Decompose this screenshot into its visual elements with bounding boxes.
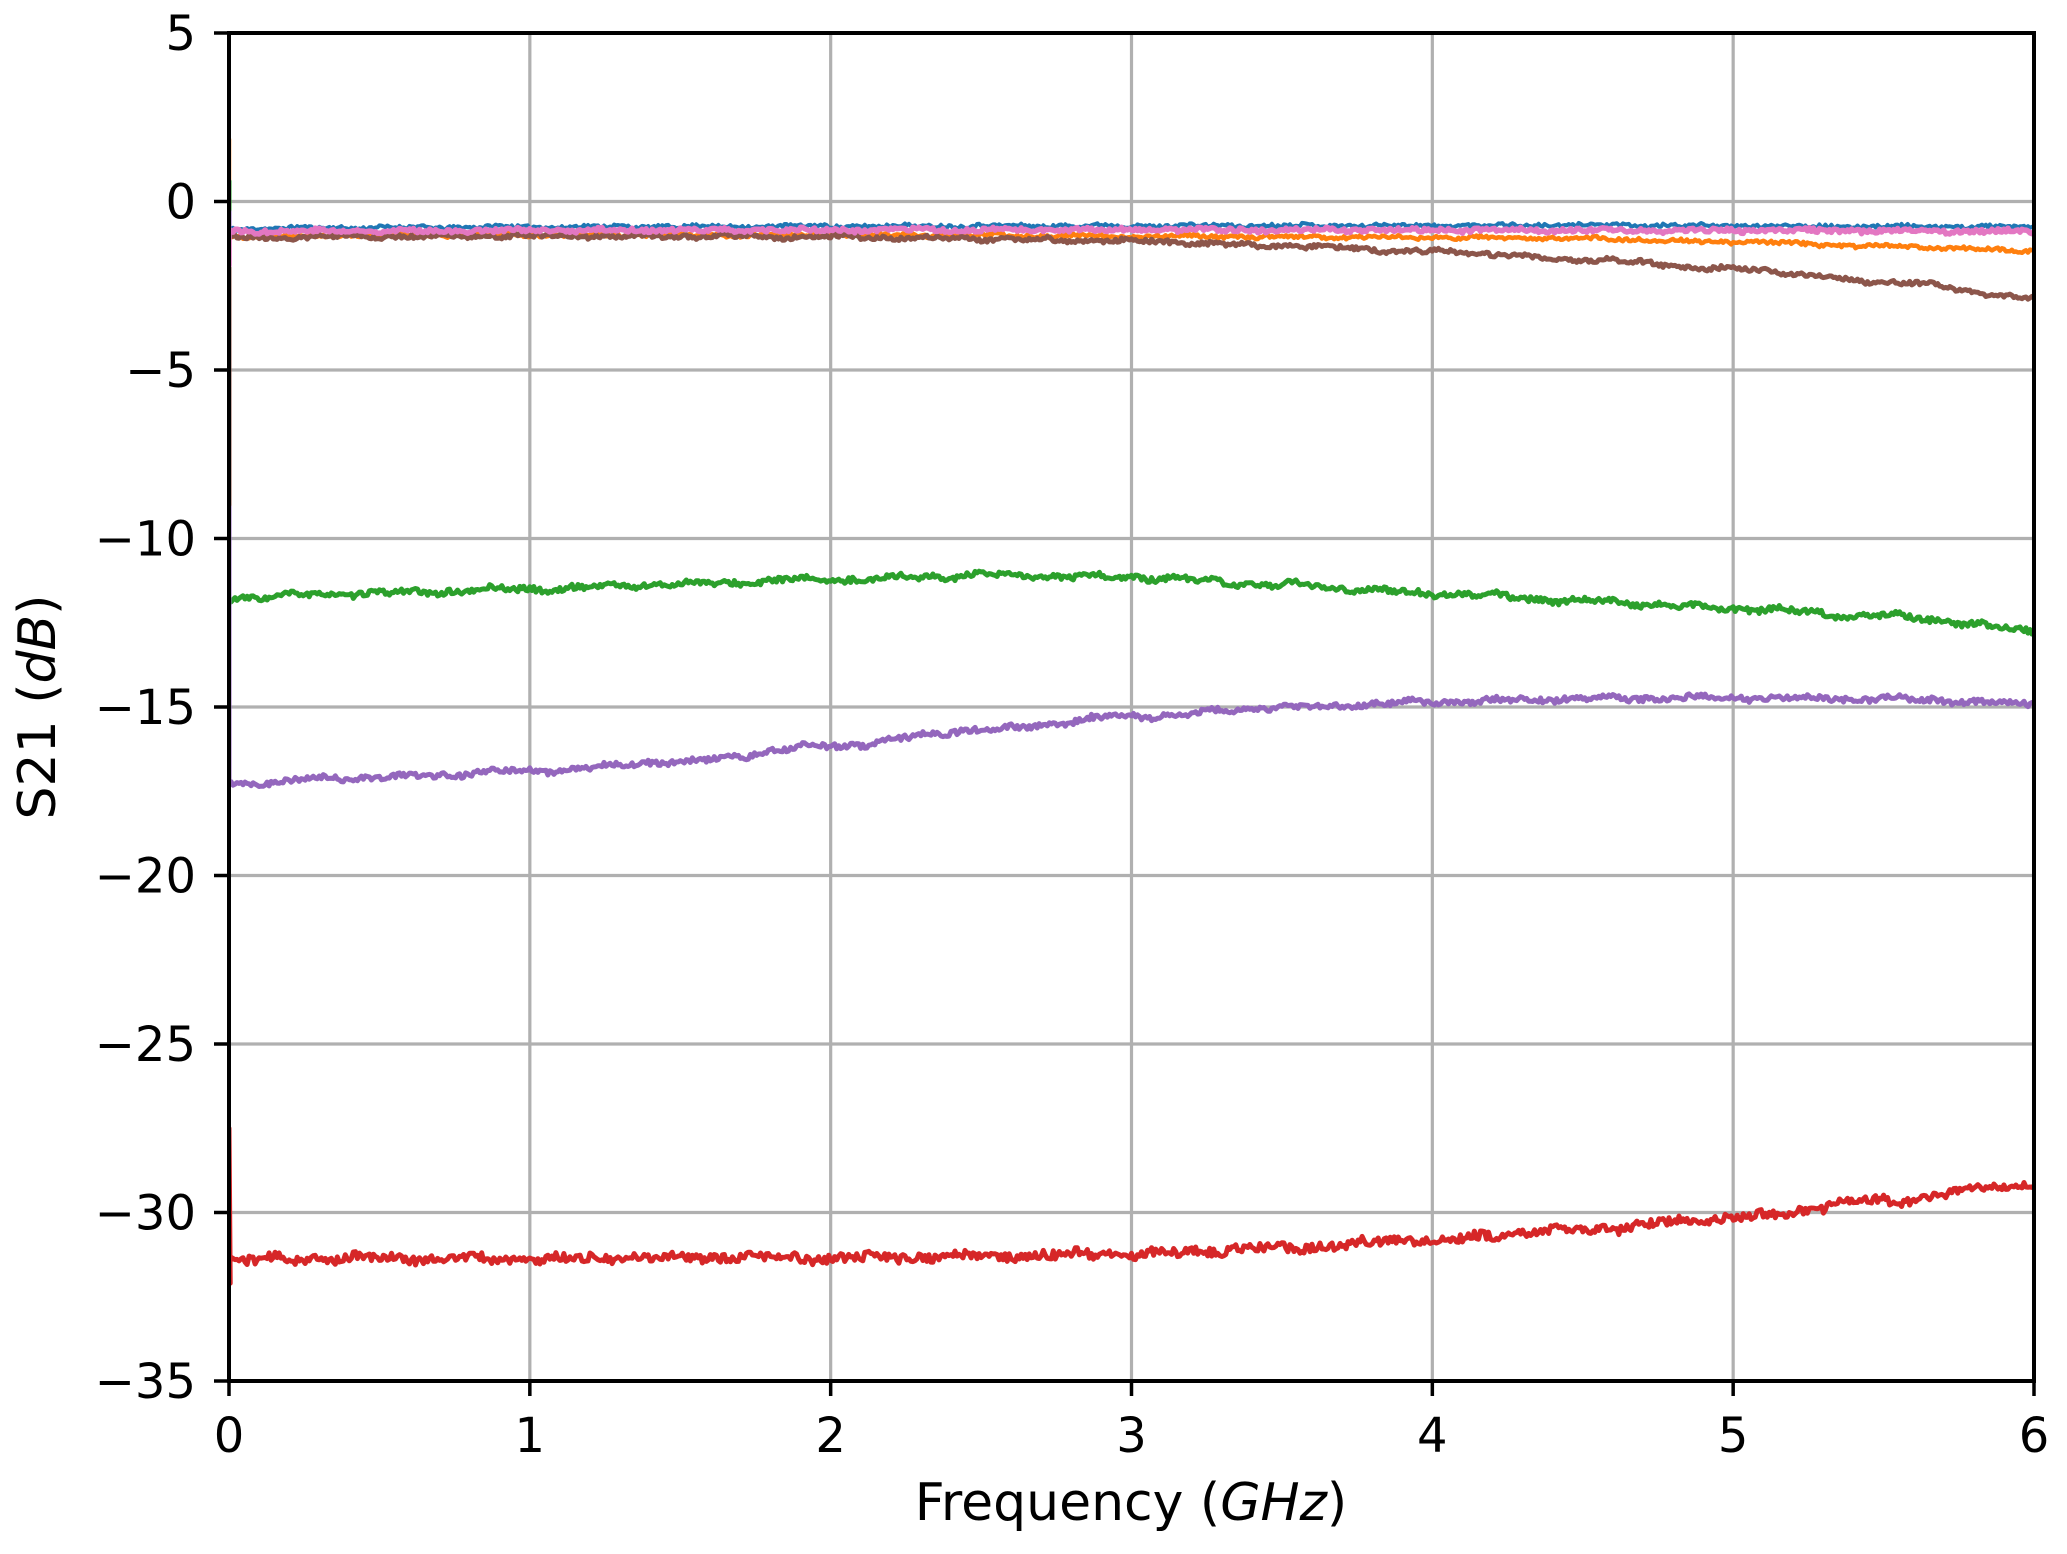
tick-labels: 0 1 2 3 4 5 6 5 0 −5 −10 −15 −20 −25 −30 −35 — [95, 6, 2050, 1464]
y-tick-label: −15 — [95, 680, 196, 736]
trace-lines — [229, 136, 2034, 1286]
x-tick-label: 6 — [2019, 1408, 2050, 1464]
y-tick-label: −20 — [95, 849, 196, 905]
trace-brown — [229, 230, 2034, 508]
x-axis-unit: GHz — [1220, 1473, 1328, 1533]
x-tick-label: 3 — [1116, 1408, 1147, 1464]
x-axis-label-close: ) — [1327, 1473, 1347, 1533]
y-tick-label: 5 — [165, 6, 196, 62]
y-axis-label: S21 (dB) — [8, 595, 68, 820]
tick-marks — [214, 31, 2036, 1396]
x-tick-label: 5 — [1718, 1408, 1749, 1464]
y-tick-label: −10 — [95, 512, 196, 568]
trace-red — [229, 1125, 2034, 1286]
trace-green — [229, 178, 2034, 637]
x-tick-label: 1 — [515, 1408, 546, 1464]
x-tick-label: 0 — [214, 1408, 245, 1464]
x-tick-label: 4 — [1417, 1408, 1448, 1464]
x-axis-label-text: Frequency ( — [915, 1473, 1220, 1533]
y-tick-label: −25 — [95, 1017, 196, 1073]
x-tick-label: 2 — [815, 1408, 846, 1464]
trace-pink — [229, 224, 2034, 269]
y-axis-unit: dB — [8, 615, 68, 684]
y-axis-label-close: ) — [8, 595, 68, 615]
y-axis-label-text: S21 ( — [8, 683, 68, 819]
x-axis-label: Frequency (GHz) — [915, 1473, 1347, 1533]
trace-purple — [229, 209, 2034, 789]
y-tick-label: −30 — [95, 1186, 196, 1242]
y-tick-label: −35 — [95, 1354, 196, 1410]
y-tick-label: −5 — [125, 343, 196, 399]
y-tick-label: 0 — [165, 175, 196, 231]
